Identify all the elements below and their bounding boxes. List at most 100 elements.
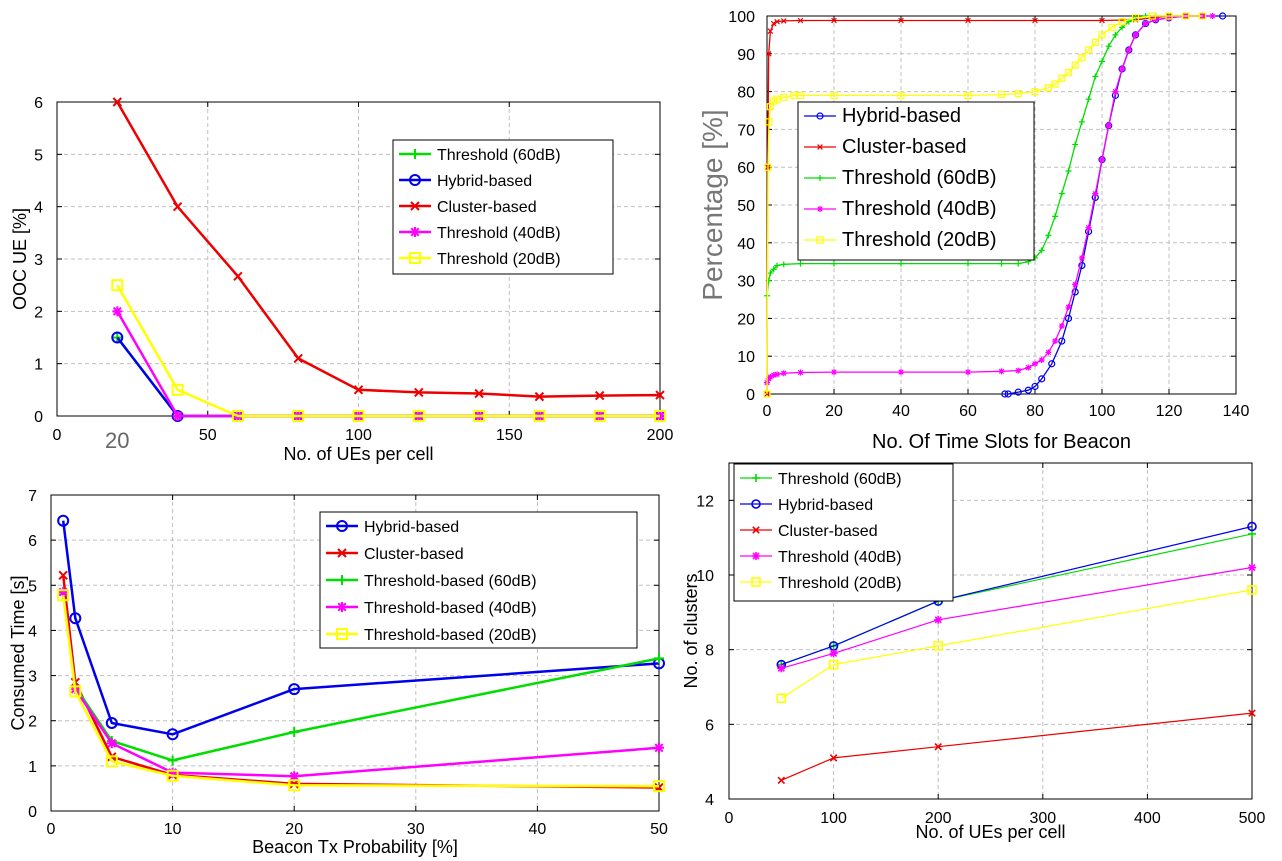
data-point: [1015, 260, 1022, 267]
data-point: [1248, 709, 1256, 717]
x-tick-label: 120: [1156, 403, 1183, 420]
data-point: [474, 388, 484, 399]
data-point: [69, 612, 82, 625]
data-point: [112, 97, 123, 107]
legend-entry: Threshold (60dB): [437, 147, 561, 164]
y-tick-label: 0: [746, 387, 755, 404]
legend-marker: [817, 206, 823, 212]
series-4: [776, 585, 1257, 704]
data-point: [780, 93, 788, 101]
legend: Threshold (60dB) Hybrid-based Cluster-base…: [392, 139, 614, 275]
data-point: [1078, 118, 1085, 125]
data-point: [653, 780, 665, 793]
data-point: [965, 369, 971, 376]
series-line: [116, 284, 660, 418]
y-tick-label: 8: [705, 643, 714, 660]
y-tick-label: 6: [705, 717, 714, 734]
data-point: [1092, 73, 1099, 80]
data-point: [166, 769, 179, 782]
data-point: [105, 755, 118, 768]
data-point: [1044, 84, 1053, 92]
y-tick-label: 1: [34, 357, 43, 374]
y-tick-label: 4: [28, 623, 37, 640]
y-tick-label: 6: [28, 533, 37, 550]
series-line: [780, 589, 1253, 699]
data-point: [797, 17, 804, 24]
series-line: [116, 101, 661, 398]
y-tick-label: 30: [737, 274, 755, 291]
y-tick-label: 60: [737, 160, 755, 177]
data-point: [767, 270, 774, 277]
y-tick-label: 12: [696, 493, 714, 510]
legend: Hybrid-based Cluster-based Threshold (60dB…: [797, 101, 1035, 261]
data-point: [288, 683, 301, 696]
chart-percentage-time-slots: 0 20 40 60 80 100 120 140 0 10 20 30 40 50 60 70 80 90 100…: [697, 9, 1249, 453]
data-point: [831, 260, 837, 267]
data-point: [780, 18, 787, 24]
y-axis-label: Consumed Time [s]: [8, 575, 28, 730]
legend-entry: Cluster-based: [364, 546, 464, 563]
data-point: [780, 370, 787, 377]
legend-entry: Threshold (40dB): [842, 198, 997, 220]
x-tick-label: 20: [825, 403, 843, 420]
y-tick-label: 20: [737, 311, 755, 328]
y-tick-label: 1: [28, 759, 37, 776]
legend-marker: [817, 175, 823, 181]
x-tick-label: 20: [285, 821, 303, 838]
data-point: [231, 410, 244, 422]
x-tick-label: 80: [1026, 403, 1044, 420]
data-point: [1166, 14, 1172, 21]
y-tick-label: 70: [737, 122, 755, 139]
data-point: [1125, 47, 1132, 54]
data-point: [172, 411, 183, 421]
data-point: [763, 390, 771, 398]
y-tick-label: 5: [34, 147, 43, 164]
data-point: [1078, 261, 1086, 270]
legend-marker: [410, 227, 420, 237]
data-point: [1131, 14, 1140, 22]
data-point: [998, 368, 1005, 375]
data-point: [593, 410, 606, 422]
data-point: [1065, 167, 1072, 174]
data-point: [1058, 337, 1066, 345]
data-point: [1085, 96, 1092, 103]
data-point: [1248, 563, 1256, 572]
data-point: [654, 410, 666, 422]
data-point: [1099, 17, 1105, 24]
data-point: [828, 659, 839, 670]
legend-box: [319, 511, 638, 649]
x-tick-label: 40: [892, 403, 910, 420]
x-axis-label: Beacon Tx Probability [%]: [252, 837, 458, 857]
series-3: [777, 563, 1256, 673]
series-2: [112, 97, 665, 402]
legend: Threshold (60dB) Hybrid-based Cluster-base…: [733, 463, 954, 602]
data-point: [1142, 20, 1149, 27]
data-point: [353, 385, 364, 395]
data-point: [1182, 12, 1190, 20]
y-tick-label: 0: [34, 409, 43, 426]
data-point: [830, 91, 838, 99]
legend-marker: [752, 474, 760, 482]
series-line: [781, 712, 1253, 781]
data-point: [1165, 12, 1173, 20]
data-point: [1038, 356, 1045, 363]
data-point: [1132, 31, 1139, 38]
x-tick-label: 150: [496, 427, 523, 444]
data-point: [1032, 360, 1038, 367]
x-tick-label: 0: [725, 810, 734, 827]
legend-entry: Threshold-based (40dB): [364, 600, 537, 617]
data-point: [965, 17, 971, 24]
x-tick-label: 10: [164, 821, 182, 838]
data-point: [770, 20, 777, 27]
legend-entry: Threshold (20dB): [778, 575, 902, 592]
data-point: [780, 261, 787, 268]
data-point: [1148, 12, 1156, 20]
x-tick-label: 0: [47, 821, 56, 838]
data-point: [964, 91, 972, 99]
data-point: [765, 118, 773, 126]
x-tick-label: 500: [1239, 810, 1266, 827]
data-point: [898, 369, 904, 376]
x-tick-label: 60: [959, 403, 977, 420]
